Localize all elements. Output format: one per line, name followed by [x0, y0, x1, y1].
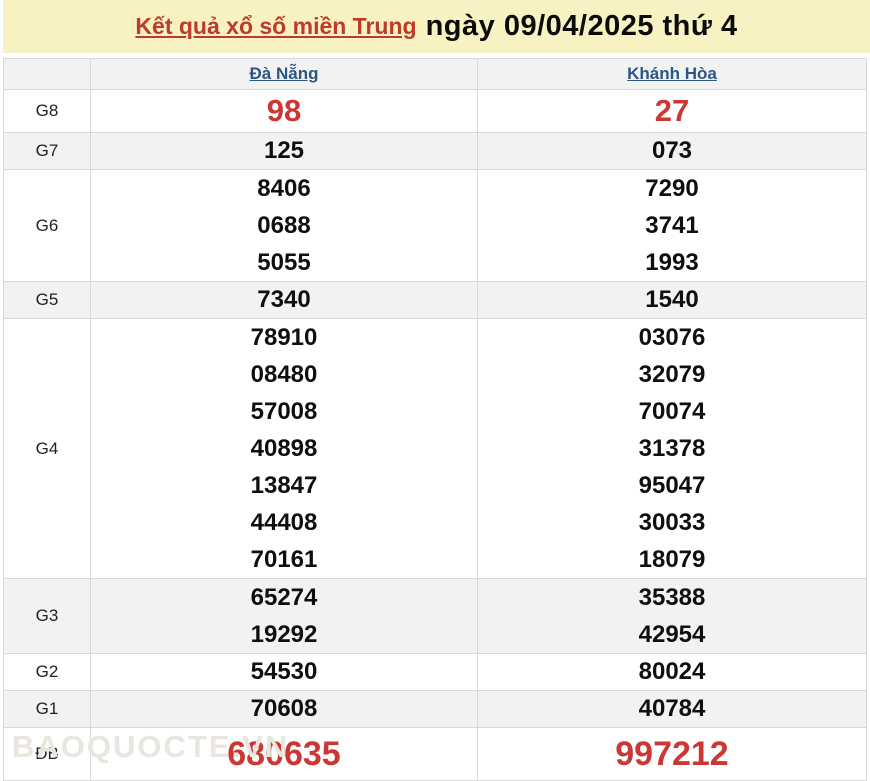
prize-row-g6: G6 8406 0688 5055 7290 3741 1993: [3, 169, 867, 282]
prize-number: 35388: [638, 584, 706, 611]
prize-number: 30033: [638, 509, 706, 536]
prize-row-g1: G1 70608 40784: [3, 690, 867, 728]
prize-number: 7340: [257, 286, 311, 313]
prize-number: 1993: [645, 249, 699, 276]
column-header-khanhhoa: Khánh Hòa: [477, 58, 867, 90]
prize-number: 57008: [250, 398, 318, 425]
prize-row-g8: G8 98 27: [3, 89, 867, 133]
prize-number: 08480: [250, 361, 318, 388]
prize-number: 42954: [638, 621, 706, 648]
prize-number: 19292: [250, 621, 318, 648]
prize-number: 8406: [257, 175, 311, 202]
prize-number: 125: [263, 137, 305, 164]
danang-result-cell: 78910 08480 57008 40898 13847 44408 70161: [90, 318, 478, 579]
danang-result-cell: 98: [90, 89, 478, 133]
prize-number: 27: [654, 93, 690, 128]
danang-result-cell: 54530: [90, 653, 478, 691]
column-header-danang: Đà Nẵng: [90, 58, 478, 90]
prize-number: 54530: [250, 658, 318, 685]
khanhhoa-result-cell: 997212: [477, 727, 867, 781]
danang-result-cell: 7340: [90, 281, 478, 319]
prize-number: 073: [651, 137, 693, 164]
prize-number: 95047: [638, 472, 706, 499]
danang-result-cell: 70608: [90, 690, 478, 728]
page-title: Kết quả xổ số miền Trung ngày 09/04/2025…: [3, 0, 870, 53]
prize-number: 03076: [638, 324, 706, 351]
danang-result-cell: 680635: [90, 727, 478, 781]
prize-number: 31378: [638, 435, 706, 462]
prize-row-db: ĐB 680635 997212: [3, 727, 867, 781]
khanhhoa-link[interactable]: Khánh Hòa: [627, 64, 717, 83]
prize-label: G8: [3, 89, 91, 133]
prize-number: 997212: [615, 735, 729, 773]
column-header-row: Đà Nẵng Khánh Hòa: [3, 58, 867, 90]
danang-result-cell: 125: [90, 132, 478, 170]
prize-number: 80024: [638, 658, 706, 685]
prize-label: G4: [3, 318, 91, 579]
khanhhoa-result-cell: 80024: [477, 653, 867, 691]
prize-number: 70608: [250, 695, 318, 722]
khanhhoa-result-cell: 27: [477, 89, 867, 133]
khanhhoa-result-cell: 35388 42954: [477, 578, 867, 654]
danang-result-cell: 8406 0688 5055: [90, 169, 478, 282]
prize-number: 18079: [638, 546, 706, 573]
prize-number: 680635: [227, 735, 341, 773]
prize-label: ĐB: [3, 727, 91, 781]
khanhhoa-result-cell: 1540: [477, 281, 867, 319]
region-title-link[interactable]: Kết quả xổ số miền Trung: [135, 13, 417, 39]
prize-number: 98: [266, 93, 302, 128]
prize-row-g2: G2 54530 80024: [3, 653, 867, 691]
results-table: Đà Nẵng Khánh Hòa G8 98 27 G7 125 073 G6 8406 06…: [3, 58, 867, 781]
corner-cell: [3, 58, 91, 90]
prize-row-g3: G3 65274 19292 35388 42954: [3, 578, 867, 654]
prize-row-g7: G7 125 073: [3, 132, 867, 170]
prize-number: 0688: [257, 212, 311, 239]
prize-number: 70161: [250, 546, 318, 573]
prize-number: 32079: [638, 361, 706, 388]
prize-number: 65274: [250, 584, 318, 611]
prize-label: G7: [3, 132, 91, 170]
prize-label: G2: [3, 653, 91, 691]
prize-row-g4: G4 78910 08480 57008 40898 13847 44408 70161 030…: [3, 318, 867, 579]
khanhhoa-result-cell: 073: [477, 132, 867, 170]
khanhhoa-result-cell: 03076 32079 70074 31378 95047 30033 18079: [477, 318, 867, 579]
danang-result-cell: 65274 19292: [90, 578, 478, 654]
prize-number: 3741: [645, 212, 699, 239]
results-body: G8 98 27 G7 125 073 G6 8406 0688 5055 7290 3741 1993…: [3, 89, 867, 781]
prize-number: 70074: [638, 398, 706, 425]
prize-number: 40784: [638, 695, 706, 722]
prize-label: G5: [3, 281, 91, 319]
prize-number: 40898: [250, 435, 318, 462]
prize-label: G6: [3, 169, 91, 282]
khanhhoa-result-cell: 7290 3741 1993: [477, 169, 867, 282]
prize-label: G3: [3, 578, 91, 654]
prize-number: 44408: [250, 509, 318, 536]
prize-row-g5: G5 7340 1540: [3, 281, 867, 319]
draw-date-text: ngày 09/04/2025 thứ 4: [425, 10, 738, 42]
prize-number: 5055: [257, 249, 311, 276]
prize-number: 7290: [645, 175, 699, 202]
prize-number: 13847: [250, 472, 318, 499]
prize-number: 78910: [250, 324, 318, 351]
khanhhoa-result-cell: 40784: [477, 690, 867, 728]
danang-link[interactable]: Đà Nẵng: [249, 64, 319, 83]
prize-number: 1540: [645, 286, 699, 313]
prize-label: G1: [3, 690, 91, 728]
